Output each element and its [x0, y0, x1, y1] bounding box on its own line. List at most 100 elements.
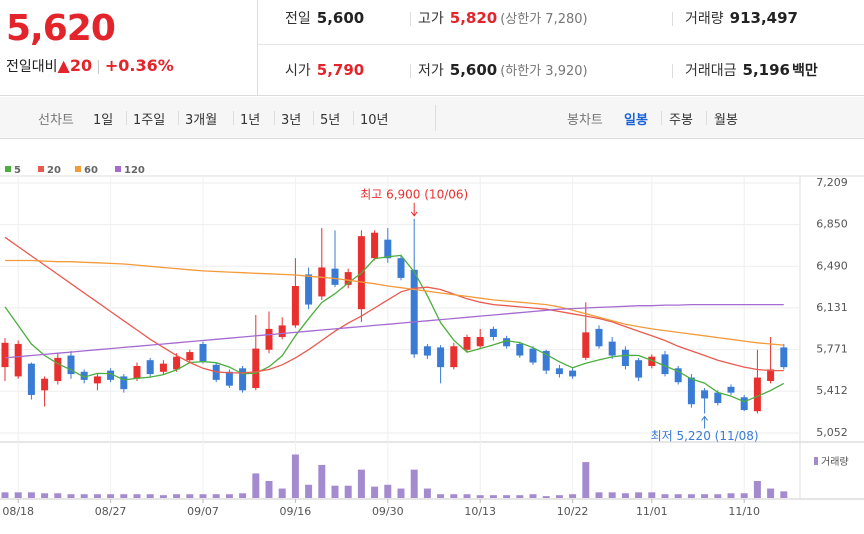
candle-body: [516, 343, 524, 356]
candle-body: [54, 357, 62, 382]
stat-label: 저가: [418, 63, 444, 79]
candle-body: [595, 328, 603, 347]
volume-bar: [476, 495, 484, 498]
candle-body: [780, 347, 788, 368]
stat-value: 5,820: [449, 9, 498, 27]
candle-body: [173, 356, 181, 370]
candle-body: [186, 352, 194, 361]
y-tick-label: 5,771: [816, 343, 848, 356]
candle-body: [476, 337, 484, 347]
candle-body: [489, 328, 497, 338]
tab[interactable]: 일봉: [624, 113, 648, 128]
candle-body: [318, 267, 326, 297]
candle-body: [371, 232, 379, 259]
candle-body: [753, 377, 761, 412]
candle-body: [437, 347, 445, 368]
volume-bar: [687, 494, 695, 498]
volume-bar: [239, 493, 247, 498]
x-tick-label: 11/01: [636, 505, 668, 518]
volume-bar: [67, 494, 75, 498]
volume-bar: [727, 493, 735, 498]
stat-label: 거래대금: [685, 63, 737, 79]
separator: |: [96, 59, 101, 75]
tab[interactable]: 1주일: [133, 113, 166, 128]
candle-body: [252, 348, 260, 388]
candle-body: [569, 370, 577, 377]
candle-body: [529, 348, 537, 363]
volume-bar: [648, 492, 656, 498]
col-divider: [672, 12, 673, 26]
chart: 7,209 6,850 6,490 6,131 5,771 5,412 5,052 08/18…: [0, 165, 864, 518]
candle-body: [635, 360, 643, 378]
candle-body: [767, 369, 775, 382]
legend-label: 5: [14, 165, 21, 176]
volume-bar: [701, 494, 709, 498]
volume-bar: [371, 486, 379, 498]
tab-sep: [313, 111, 314, 125]
tab[interactable]: 3년: [281, 113, 302, 128]
candle-body: [503, 338, 511, 347]
stat-note: (상한가 7,280): [500, 12, 588, 27]
candle-body: [714, 392, 722, 404]
candle-body: [199, 343, 207, 362]
stat-value: 913,497: [729, 9, 798, 27]
volume-bar: [753, 480, 761, 498]
tab-sep: [178, 111, 179, 125]
change-rate: +0.36%: [104, 56, 174, 75]
candle-body: [93, 376, 101, 384]
candle-body: [278, 325, 286, 338]
y-tick-label: 6,850: [816, 218, 848, 231]
volume-bar: [54, 493, 62, 498]
candle-body: [727, 386, 735, 393]
volume-bar: [146, 494, 154, 498]
candle-body: [384, 239, 392, 259]
volume-bar: [489, 495, 497, 498]
tab: 선차트: [38, 113, 74, 128]
candle-body: [225, 371, 233, 386]
volume-bar: [450, 494, 458, 498]
candle-body: [80, 371, 88, 380]
x-tick-label: 08/18: [2, 505, 34, 518]
ma-line: [4, 303, 784, 359]
volume-bar: [410, 469, 418, 498]
candle-body: [305, 274, 313, 305]
stat: 시가 5,790: [285, 60, 364, 80]
stat-note: (하한가 3,920): [500, 64, 588, 79]
tab[interactable]: 1일: [93, 113, 114, 128]
volume-bar: [437, 494, 445, 498]
y-tick-label: 6,490: [816, 259, 848, 272]
candle-body: [701, 390, 709, 399]
volume-bar: [423, 488, 431, 498]
tab[interactable]: 5년: [320, 113, 341, 128]
up-arrow: ▲: [57, 56, 70, 75]
change-label: 전일대비: [6, 59, 58, 75]
volume-bar: [635, 492, 643, 498]
tab[interactable]: 10년: [360, 113, 389, 128]
candle-body: [331, 268, 339, 285]
ma-line: [4, 254, 785, 403]
stat: 저가 5,600 (하한가 3,920): [418, 60, 588, 80]
volume-bar: [542, 496, 550, 498]
tab[interactable]: 3개월: [185, 113, 218, 128]
candle-body: [107, 370, 115, 380]
candle-body: [450, 346, 458, 368]
stat-label: 전일: [285, 11, 311, 27]
tab[interactable]: 주봉: [669, 113, 693, 128]
volume-bar: [569, 494, 577, 498]
candle-body: [555, 368, 563, 375]
legend-swatch: [115, 166, 121, 172]
x-tick-label: 09/07: [187, 505, 219, 518]
stats: 전일 5,600 고가 5,820 (상한가 7,280) 거래량 913,497 시가 5,7…: [258, 0, 864, 96]
volume-bar: [186, 494, 194, 498]
volume-legend: 거래량: [821, 456, 849, 468]
tab[interactable]: 1년: [240, 113, 261, 128]
volume-bar: [503, 495, 511, 498]
volume-bar: [621, 493, 629, 498]
x-tick-label: 08/27: [95, 505, 127, 518]
candle-body: [740, 397, 748, 411]
legend-swatch: [38, 166, 44, 172]
tab[interactable]: 월봉: [714, 113, 738, 128]
stat-value: 5,600: [449, 61, 498, 79]
volume-bar: [291, 454, 299, 498]
